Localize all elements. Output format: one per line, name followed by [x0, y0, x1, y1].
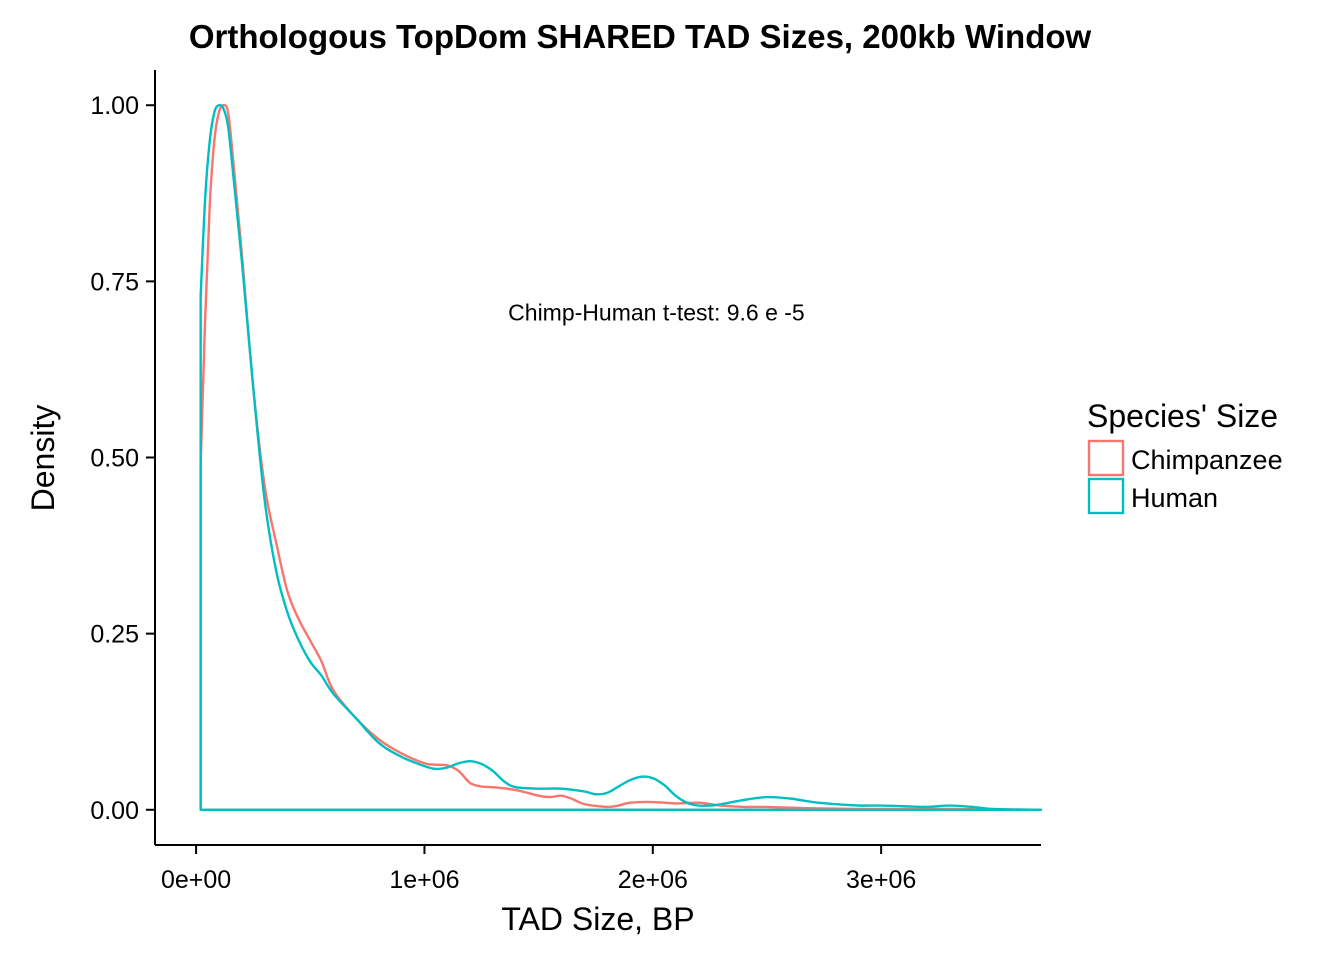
legend-label-human: Human — [1131, 483, 1218, 513]
y-tick-label: 0.00 — [90, 797, 139, 825]
x-tick-label: 0e+00 — [161, 866, 231, 894]
y-axis-ticks: 0.00 0.25 0.50 0.75 1.00 — [90, 92, 155, 825]
x-tick-label: 1e+06 — [389, 866, 459, 894]
series-human-curve — [199, 103, 1043, 811]
y-axis-title: Density — [25, 405, 61, 512]
y-tick-label: 0.25 — [90, 621, 139, 649]
plot-area — [199, 103, 1043, 811]
x-axis-title: TAD Size, BP — [501, 901, 694, 937]
legend: Species' Size Chimpanzee Human — [1087, 398, 1283, 515]
legend-label-chimpanzee: Chimpanzee — [1131, 445, 1283, 475]
y-tick-label: 0.75 — [90, 268, 139, 296]
x-tick-label: 2e+06 — [618, 866, 688, 894]
t-test-annotation: Chimp-Human t-test: 9.6 e -5 — [508, 300, 805, 326]
legend-key-human — [1087, 477, 1125, 515]
legend-key-chimpanzee — [1087, 439, 1125, 477]
x-axis-ticks: 0e+00 1e+06 2e+06 3e+06 — [161, 845, 916, 894]
y-tick-label: 1.00 — [90, 92, 139, 120]
series-chimpanzee-curve — [199, 103, 1043, 811]
chart-title: Orthologous TopDom SHARED TAD Sizes, 200… — [189, 18, 1092, 55]
x-tick-label: 3e+06 — [846, 866, 916, 894]
y-tick-label: 0.50 — [90, 445, 139, 473]
legend-items: Chimpanzee Human — [1087, 439, 1283, 515]
legend-title: Species' Size — [1087, 398, 1278, 434]
